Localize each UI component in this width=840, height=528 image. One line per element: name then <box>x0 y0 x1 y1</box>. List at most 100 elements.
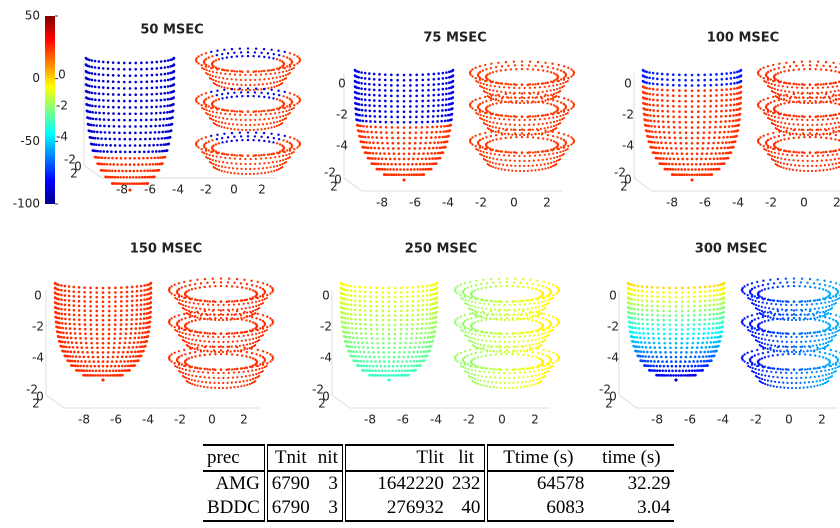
ring-point <box>247 135 249 137</box>
ring-point <box>483 90 485 92</box>
ring-point <box>274 156 276 158</box>
heart-point <box>441 104 444 107</box>
ring-point <box>490 116 492 118</box>
heart-point <box>346 284 349 287</box>
heart-point <box>675 163 678 166</box>
ring-point <box>269 353 271 355</box>
ring-point <box>254 119 256 121</box>
ring-point <box>266 362 268 364</box>
ring-point <box>836 117 838 119</box>
ring-point <box>200 350 202 352</box>
heart-point <box>733 77 736 80</box>
ring-point <box>495 98 497 100</box>
heart-point <box>94 92 97 95</box>
x-tick-label: 0 <box>208 413 216 427</box>
ring-point <box>221 97 223 99</box>
ring-point <box>504 159 506 161</box>
ring-point <box>168 287 170 289</box>
ring-point <box>191 356 193 358</box>
heart-point <box>139 144 142 147</box>
ring-point <box>195 307 197 309</box>
ring-point <box>260 172 262 174</box>
ring-point <box>502 164 504 166</box>
heart-point <box>129 138 132 141</box>
ring-point <box>255 132 257 134</box>
ring-point <box>485 100 487 102</box>
heart-point <box>671 152 674 155</box>
ring-point <box>783 131 785 133</box>
ring-point <box>173 352 175 354</box>
ring-point <box>544 127 546 129</box>
ring-point <box>223 304 225 306</box>
ring-point <box>794 164 796 166</box>
heart-point <box>388 152 391 155</box>
ring-point <box>838 121 840 123</box>
ring-point <box>778 135 780 137</box>
heart-point <box>172 96 175 99</box>
heart-point <box>737 129 740 132</box>
y-tick-label: 0 <box>624 77 632 91</box>
ring-point <box>825 69 827 71</box>
ring-point <box>501 97 503 99</box>
heart-point <box>89 319 92 322</box>
ring-point <box>771 122 773 124</box>
heart-point <box>673 126 676 129</box>
ring-point <box>234 114 236 116</box>
heart-point <box>83 314 86 317</box>
heart-point <box>388 291 391 294</box>
heart-point <box>379 152 382 155</box>
ring-point <box>203 68 205 70</box>
ring-point <box>767 97 769 99</box>
ring-point <box>296 102 298 104</box>
ring-point <box>834 122 836 124</box>
heart-point <box>721 89 724 92</box>
ring-point <box>268 118 270 120</box>
heart-point <box>665 157 668 160</box>
heart-point <box>82 365 85 368</box>
ring-point <box>828 164 830 166</box>
ring-point <box>298 57 300 59</box>
heart-point <box>673 158 676 161</box>
ring-point <box>181 318 183 320</box>
ring-point <box>504 137 506 139</box>
ring-point <box>179 367 181 369</box>
ring-point <box>783 66 785 68</box>
heart-point <box>412 314 415 317</box>
heart-point <box>364 300 367 303</box>
heart-point <box>88 72 91 75</box>
ring-point <box>191 374 193 376</box>
ring-point <box>556 107 558 109</box>
heart-point <box>691 79 694 82</box>
ring-point <box>215 59 217 61</box>
ring-point <box>224 73 226 75</box>
heart-point <box>108 305 111 308</box>
heart-point <box>400 305 403 308</box>
ring-point <box>278 84 280 86</box>
heart-point <box>134 62 137 65</box>
heart-point <box>415 95 418 98</box>
ring-point <box>210 351 212 353</box>
ring-point <box>765 113 767 115</box>
ring-point <box>814 68 816 70</box>
ring-point <box>790 164 792 166</box>
heart-point <box>120 323 123 326</box>
heart-point <box>679 131 682 134</box>
ring-point <box>268 96 270 98</box>
heart-point <box>652 72 655 75</box>
ring-point <box>806 155 808 157</box>
ring-point <box>782 153 784 155</box>
ring-point <box>532 100 534 102</box>
heart-point <box>112 87 115 90</box>
heart-point <box>98 92 101 95</box>
heart-point <box>64 341 67 344</box>
ring-point <box>777 147 779 149</box>
heart-point <box>102 333 105 336</box>
heart-point <box>452 96 455 99</box>
heart-point <box>381 314 384 317</box>
ring-point <box>211 55 213 57</box>
ring-point <box>236 354 238 356</box>
heart-point <box>661 110 664 113</box>
ring-point <box>559 151 561 153</box>
heart-point <box>88 369 91 372</box>
heart-point <box>89 300 92 303</box>
